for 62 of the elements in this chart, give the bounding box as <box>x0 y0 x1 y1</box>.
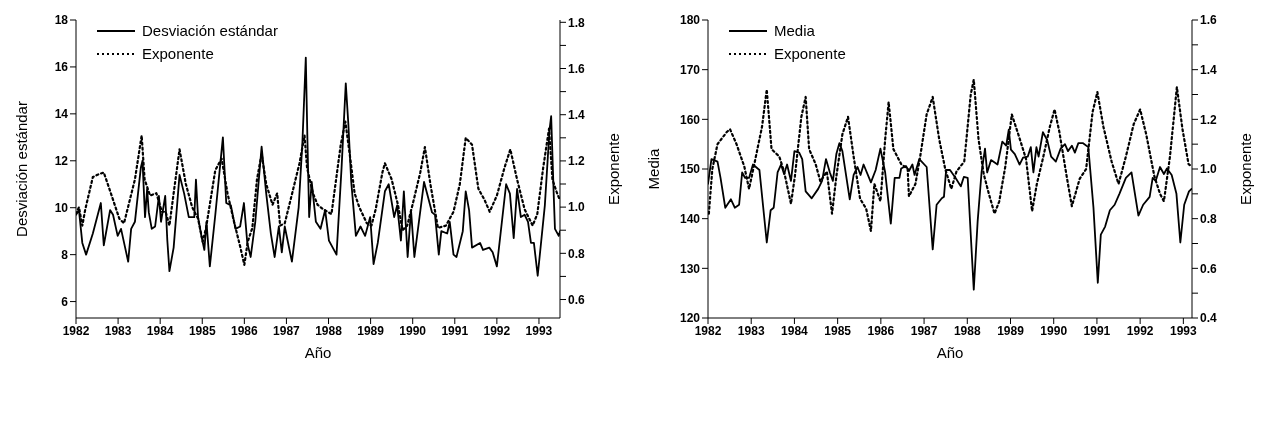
y-tick-label: 180 <box>679 13 701 28</box>
y2-tick-label: 1.2 <box>1200 112 1218 127</box>
y-tick-label: 170 <box>679 62 701 77</box>
y2-tick-label: 1.4 <box>568 107 586 122</box>
y-axis-title: Desviación estándar <box>13 101 31 237</box>
x-tick-label: 1985 <box>824 323 852 338</box>
x-tick-label: 1993 <box>1170 323 1198 338</box>
x-tick-label: 1983 <box>737 323 765 338</box>
y-tick-label: 8 <box>61 247 69 262</box>
x-tick-label: 1985 <box>188 323 216 338</box>
y-tick-label: 150 <box>679 162 701 177</box>
x-tick-label: 1990 <box>399 323 427 338</box>
x-tick-label: 1993 <box>525 323 553 338</box>
y2-tick-label: 0.6 <box>1200 261 1218 276</box>
y2-tick-label: 1.4 <box>1200 62 1218 77</box>
y2-tick-label: 1.6 <box>1200 13 1218 28</box>
x-tick-label: 1986 <box>231 323 259 338</box>
y2-axis-title: Exponente <box>1237 133 1255 205</box>
y2-tick-label: 0.8 <box>568 246 586 261</box>
legend-label: Desviación estándar <box>142 22 278 39</box>
y-tick-label: 18 <box>54 13 69 28</box>
y-tick-label: 140 <box>679 211 701 226</box>
y2-tick-label: 1.8 <box>568 15 586 30</box>
x-tick-label: 1984 <box>146 323 174 338</box>
y-tick-label: 16 <box>54 60 69 75</box>
x-tick-label: 1992 <box>483 323 511 338</box>
y2-axis-title: Exponente <box>605 133 623 205</box>
y2-tick-label: 1.0 <box>568 200 586 215</box>
y2-tick-label: 0.6 <box>568 292 586 307</box>
legend-label: Exponente <box>774 45 846 62</box>
x-tick-label: 1991 <box>441 323 469 338</box>
y2-tick-label: 0.4 <box>1200 311 1218 326</box>
y-tick-label: 160 <box>679 112 701 127</box>
x-tick-label: 1982 <box>62 323 90 338</box>
y2-tick-label: 0.8 <box>1200 211 1218 226</box>
x-tick-label: 1991 <box>1083 323 1111 338</box>
x-tick-label: 1988 <box>315 323 343 338</box>
x-tick-label: 1982 <box>694 323 722 338</box>
y-axis-title: Media <box>645 147 663 190</box>
x-tick-label: 1992 <box>1126 323 1154 338</box>
y-tick-label: 6 <box>61 294 69 309</box>
legend-label: Exponente <box>142 45 214 62</box>
y-tick-label: 14 <box>54 107 69 122</box>
y2-tick-label: 1.0 <box>1200 162 1218 177</box>
x-axis-title: Año <box>304 344 332 361</box>
x-tick-label: 1988 <box>953 323 981 338</box>
x-tick-label: 1987 <box>273 323 301 338</box>
legend-label: Media <box>774 22 815 39</box>
x-axis-title: Año <box>936 344 964 361</box>
x-tick-label: 1990 <box>1040 323 1068 338</box>
x-tick-label: 1983 <box>104 323 132 338</box>
x-tick-label: 1984 <box>781 323 809 338</box>
y-tick-label: 12 <box>54 154 69 169</box>
x-tick-label: 1986 <box>867 323 895 338</box>
x-tick-label: 1989 <box>997 323 1025 338</box>
y2-tick-label: 1.2 <box>568 154 586 169</box>
y-tick-label: 130 <box>679 261 701 276</box>
x-tick-label: 1987 <box>910 323 938 338</box>
y-tick-label: 120 <box>679 311 701 326</box>
x-tick-label: 1989 <box>357 323 385 338</box>
y2-tick-label: 1.6 <box>568 61 586 76</box>
y-tick-label: 10 <box>54 200 69 215</box>
